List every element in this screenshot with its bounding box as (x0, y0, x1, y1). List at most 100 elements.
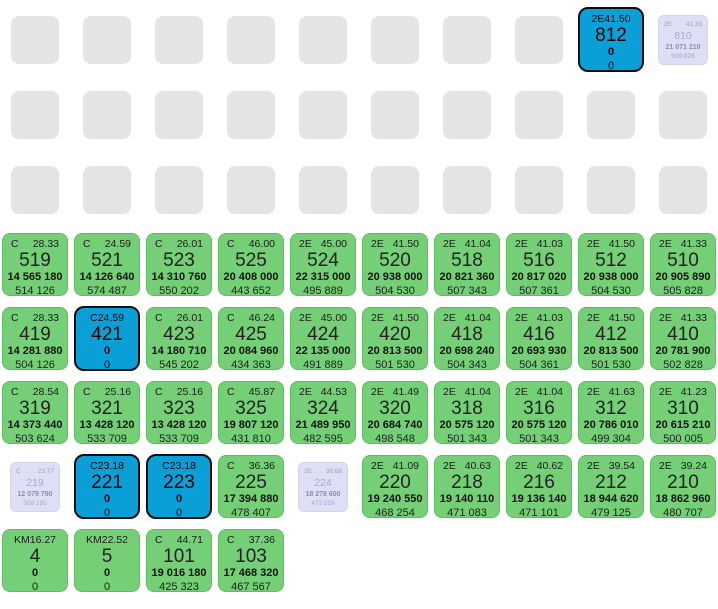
tile-metric-primary: 20 575 120 (511, 419, 567, 431)
grid-cell: 2E 41.63 312 20 786 010 499 304 (578, 380, 644, 445)
empty-slot (155, 165, 203, 214)
cabin-tile-523[interactable]: C 26.01 523 14 310 760 550 202 (146, 233, 212, 297)
tile-area-value: 41.23 (680, 386, 707, 398)
grid-cell (146, 157, 212, 222)
grid-cell (506, 157, 572, 222)
cabin-tile-5[interactable]: KM22.52 5 0 0 (74, 529, 140, 593)
cabin-tile-219[interactable]: C 23.77 219 12 079 790 508 195 (10, 461, 60, 512)
cabin-tile-425[interactable]: C 46.24 425 20 084 960 434 363 (218, 307, 284, 371)
cabin-tile-210[interactable]: 2E 39.24 210 18 862 960 480 707 (650, 455, 716, 519)
cabin-tile-101[interactable]: C 44.71 101 19 016 180 425 323 (146, 529, 212, 593)
cabin-tile-321[interactable]: C 25.16 321 13 428 120 533 709 (74, 381, 140, 445)
tile-metric-secondary: 434 363 (231, 359, 271, 371)
tile-metric-secondary: 501 530 (375, 359, 415, 371)
cabin-tile-512[interactable]: 2E 41.50 512 20 938 000 504 530 (578, 233, 644, 297)
cabin-tile-221[interactable]: C23.18 221 0 0 (74, 454, 140, 519)
grid-cell: 2E 39.54 212 18 944 620 479 125 (578, 454, 644, 519)
cabin-tile-412[interactable]: 2E 41.50 412 20 813 500 501 530 (578, 307, 644, 371)
deck-row-2: C 23.77 219 12 079 790 508 195 C23.18 221 0 0 C23… (2, 454, 718, 519)
deck-row-8: 2E41.50 812 0 0 2E 41.33 810 21 071 210 509 828 (2, 7, 718, 72)
grid-cell: 2E 41.04 518 20 821 360 507 343 (434, 232, 500, 297)
tile-metric-primary: 20 408 000 (223, 271, 279, 283)
cabin-tile-225[interactable]: C 36.36 225 17 394 880 478 407 (218, 455, 284, 519)
grid-cell (362, 157, 428, 222)
cabin-tile-216[interactable]: 2E 40.62 216 19 136 140 471 101 (506, 455, 572, 519)
cabin-tile-510[interactable]: 2E 41.33 510 20 905 890 505 828 (650, 233, 716, 297)
cabin-tile-223[interactable]: C23.18 223 0 0 (146, 454, 212, 519)
tile-category-code: C (16, 467, 21, 475)
grid-cell: 2E 41.49 320 20 684 740 498 548 (362, 380, 428, 445)
cabin-tile-525[interactable]: C 46.00 525 20 408 000 443 652 (218, 233, 284, 297)
cabin-tile-418[interactable]: 2E 41.04 418 20 698 240 504 343 (434, 307, 500, 371)
tile-area-value: 40.62 (536, 460, 563, 472)
tile-cabin-number: 319 (19, 398, 51, 419)
cabin-tile-318[interactable]: 2E 41.04 318 20 575 120 501 343 (434, 381, 500, 445)
cabin-tile-325[interactable]: C 45.87 325 19 807 120 431 810 (218, 381, 284, 445)
tile-category-code: 2E (664, 20, 672, 28)
cabin-tile-518[interactable]: 2E 41.04 518 20 821 360 507 343 (434, 233, 500, 297)
cabin-tile-324[interactable]: 2E 44.53 324 21 489 950 482 595 (290, 381, 356, 445)
tile-category-code: 2E (443, 238, 456, 250)
tile-metric-primary: 20 084 960 (223, 345, 279, 357)
tile-cabin-number: 423 (163, 324, 195, 345)
cabin-tile-521[interactable]: C 24.59 521 14 126 640 574 487 (74, 233, 140, 297)
grid-cell: C 25.16 323 13 428 120 533 709 (146, 380, 212, 445)
cabin-tile-516[interactable]: 2E 41.03 516 20 817 020 507 361 (506, 233, 572, 297)
cabin-tile-419[interactable]: C 28.33 419 14 281 880 504 126 (2, 307, 68, 371)
cabin-tile-519[interactable]: C 28.33 519 14 565 180 514 126 (2, 233, 68, 297)
cabin-tile-424[interactable]: 2E 45.00 424 22 135 000 491 889 (290, 307, 356, 371)
cabin-tile-310[interactable]: 2E 41.23 310 20 615 210 500 005 (650, 381, 716, 445)
tile-header: 2E 41.03 (507, 238, 571, 250)
cabin-tile-218[interactable]: 2E 40.63 218 19 140 110 471 083 (434, 455, 500, 519)
cabin-tile-423[interactable]: C 26.01 423 14 180 710 545 202 (146, 307, 212, 371)
tile-metric-primary: 0 (103, 345, 111, 357)
grid-cell (650, 82, 716, 147)
grid-cell: KM16.27 4 0 0 (2, 528, 68, 593)
cabin-tile-520[interactable]: 2E 41.50 520 20 938 000 504 530 (362, 233, 428, 297)
grid-cell: 2E 41.50 520 20 938 000 504 530 (362, 232, 428, 297)
cabin-tile-524[interactable]: 2E 45.00 524 22 315 000 495 889 (290, 233, 356, 297)
tile-area-value: 41.04 (464, 386, 491, 398)
cabin-tile-810[interactable]: 2E 41.33 810 21 071 210 509 828 (658, 14, 708, 65)
tile-metric-primary: 0 (175, 493, 183, 505)
cabin-tile-812[interactable]: 2E41.50 812 0 0 (578, 7, 644, 72)
tile-metric-primary: 17 468 320 (223, 567, 279, 579)
tile-area-value: 36.36 (248, 460, 275, 472)
tile-metric-primary: 14 565 180 (7, 271, 63, 283)
tile-area-value: 38.68 (325, 467, 342, 475)
cabin-tile-410[interactable]: 2E 41.33 410 20 781 900 502 828 (650, 307, 716, 371)
tile-cabin-number: 521 (91, 250, 123, 271)
cabin-tile-420[interactable]: 2E 41.50 420 20 813 500 501 530 (362, 307, 428, 371)
grid-cell: C 23.77 219 12 079 790 508 195 (2, 454, 68, 519)
cabin-tile-103[interactable]: C 37.36 103 17 468 320 467 567 (218, 529, 284, 593)
grid-cell: C 46.24 425 20 084 960 434 363 (218, 306, 284, 371)
cabin-tile-212[interactable]: 2E 39.54 212 18 944 620 479 125 (578, 455, 644, 519)
tile-cabin-number: 410 (667, 324, 699, 345)
tile-cabin-number: 523 (163, 250, 195, 271)
grid-cell: KM22.52 5 0 0 (74, 528, 140, 593)
cabin-tile-220[interactable]: 2E 41.09 220 19 240 550 468 254 (362, 455, 428, 519)
tile-category-code: 2E (443, 460, 456, 472)
cabin-tile-320[interactable]: 2E 41.49 320 20 684 740 498 548 (362, 381, 428, 445)
tile-metric-secondary: 491 889 (303, 359, 343, 371)
tile-cabin-number: 321 (91, 398, 123, 419)
cabin-tile-323[interactable]: C 25.16 323 13 428 120 533 709 (146, 381, 212, 445)
tile-cabin-number: 510 (667, 250, 699, 271)
tile-metric-secondary: 425 323 (159, 581, 199, 593)
tile-metric-primary: 0 (607, 46, 615, 58)
tile-metric-secondary: 533 709 (159, 433, 199, 445)
grid-cell: 2E 45.00 524 22 315 000 495 889 (290, 232, 356, 297)
cabin-tile-416[interactable]: 2E 41.03 416 20 693 930 504 361 (506, 307, 572, 371)
grid-cell: C 26.01 523 14 310 760 550 202 (146, 232, 212, 297)
cabin-tile-4[interactable]: KM16.27 4 0 0 (2, 529, 68, 593)
cabin-tile-319[interactable]: C 28.54 319 14 373 440 503 624 (2, 381, 68, 445)
empty-slot (515, 15, 563, 64)
cabin-tile-316[interactable]: 2E 41.04 316 20 575 120 501 343 (506, 381, 572, 445)
cabin-tile-312[interactable]: 2E 41.63 312 20 786 010 499 304 (578, 381, 644, 445)
tile-category-code: 2E (515, 312, 528, 324)
tile-area-value: 28.33 (32, 238, 59, 250)
grid-cell (218, 7, 284, 72)
tile-metric-secondary: 504 530 (375, 285, 415, 297)
cabin-tile-421[interactable]: C24.59 421 0 0 (74, 306, 140, 371)
cabin-tile-224[interactable]: 2E 38.68 224 18 278 600 472 559 (298, 461, 348, 512)
